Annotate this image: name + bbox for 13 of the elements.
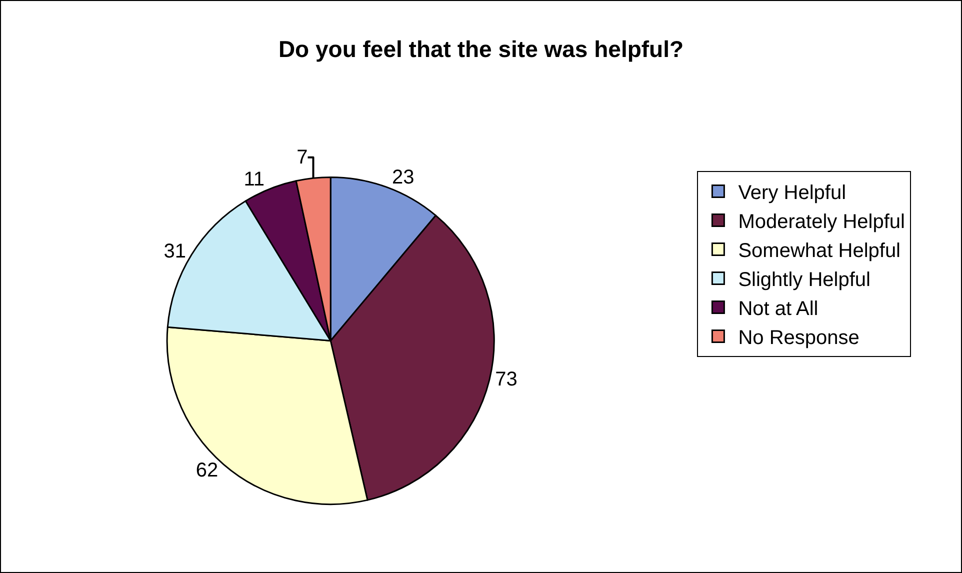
chart-title: Do you feel that the site was helpful?: [278, 36, 684, 62]
legend-label: Somewhat Helpful: [738, 240, 901, 262]
data-label: 23: [392, 166, 414, 188]
data-label: 7: [296, 146, 308, 168]
legend-label: Slightly Helpful: [738, 269, 870, 292]
legend-label: Not at All: [738, 298, 818, 320]
data-label: 11: [244, 168, 265, 190]
data-label: 62: [196, 460, 218, 482]
data-label: 31: [164, 240, 186, 263]
data-label: 73: [495, 368, 518, 390]
legend-label: Very Helpful: [738, 182, 846, 204]
legend-label: Moderately Helpful: [738, 211, 905, 234]
legend-label: No Response: [738, 327, 860, 350]
